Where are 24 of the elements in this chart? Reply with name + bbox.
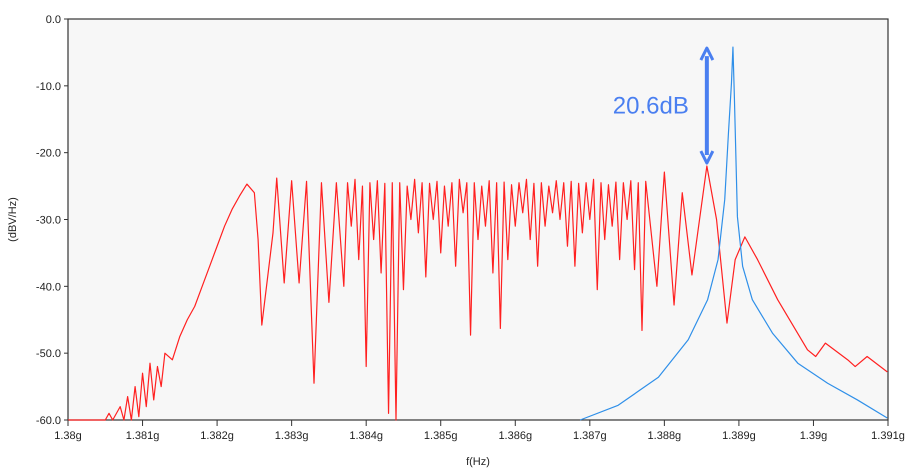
x-tick-label: 1.384g [349,430,384,442]
x-tick-label: 1.39g [800,430,828,442]
x-tick-label: 1.387g [572,430,607,442]
y-tick-label: -60.0 [36,415,61,427]
x-tick-label: 1.382g [200,430,234,442]
annotation: 20.6dB [612,92,689,120]
x-axis-title: f(Hz) [466,456,490,468]
y-axis-title: (dBV/Hz) [7,197,19,242]
y-tick-label: -40.0 [36,281,61,294]
x-tick-label: 1.381g [126,430,160,442]
x-tick-label: 1.391g [871,430,905,442]
y-tick-label: -10.0 [36,80,61,93]
x-tick-label: 1.383g [274,430,308,442]
x-tick-label: 1.386g [498,430,532,442]
x-tick-label: 1.385g [424,430,458,442]
y-tick-label: 0.0 [46,14,61,26]
y-tick-label: -20.0 [36,148,61,160]
y-tick-label: -30.0 [36,214,61,226]
line-series [67,165,888,421]
y-tick-label: -50.0 [36,348,61,360]
x-tick-label: 1.38g [54,430,82,442]
x-tick-label: 1.388g [648,430,682,442]
x-tick-label: 1.389g [722,430,756,442]
line-series [580,46,888,421]
